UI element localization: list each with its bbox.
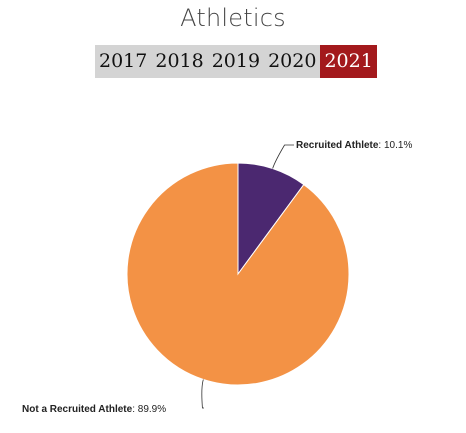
pie-slice-not-recruited[interactable] <box>126 162 350 386</box>
slice-label-recruited-sep: : <box>378 140 384 151</box>
pie-slice-recruited[interactable] <box>237 162 305 276</box>
slice-label-not-recruited-name: Not a Recruited Athlete <box>22 404 133 415</box>
year-tab-2021[interactable]: 2021 <box>320 45 377 78</box>
year-tab-2019[interactable]: 2019 <box>211 50 261 72</box>
slice-label-recruited-value: 10.1% <box>384 140 412 151</box>
slice-label-recruited-name: Recruited Athlete <box>296 140 379 151</box>
slice-label-not-recruited-value: 89.9% <box>138 404 166 415</box>
slice-label-recruited: Recruited Athlete: 10.1% <box>296 140 412 151</box>
slice-label-not-recruited: Not a Recruited Athlete: 89.9% <box>22 404 166 415</box>
year-tab-bar: 2017 2018 2019 2020 2021 <box>95 45 377 78</box>
connector-line-recruited <box>272 144 294 169</box>
year-tab-2018[interactable]: 2018 <box>155 50 204 72</box>
year-tab-2020[interactable]: 2020 <box>268 50 317 72</box>
page-title: Athletics <box>180 4 286 32</box>
year-tab-2017[interactable]: 2017 <box>99 50 148 72</box>
slice-label-not-recruited-sep: : <box>132 404 138 415</box>
connector-line-not-recruited <box>201 379 204 409</box>
